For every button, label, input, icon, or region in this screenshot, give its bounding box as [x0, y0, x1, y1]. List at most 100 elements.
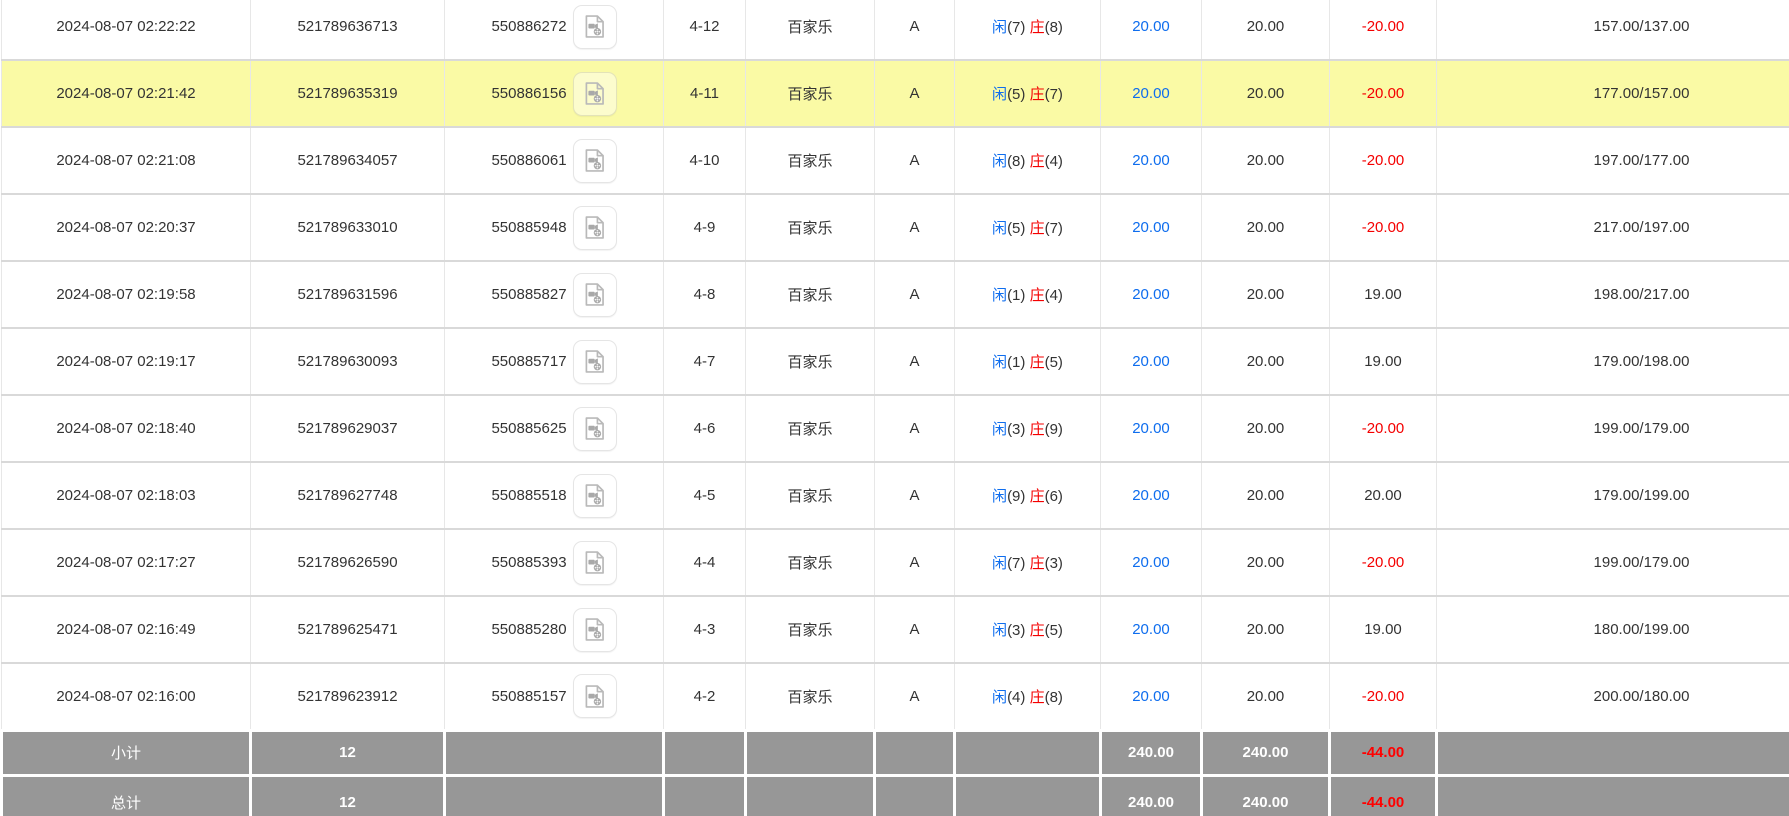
- video-replay-icon[interactable]: [572, 205, 617, 250]
- round-id: 550886156: [491, 85, 567, 102]
- valid-amount: 20.00: [1201, 260, 1330, 329]
- bet-amount-link[interactable]: 20.00: [1100, 595, 1202, 664]
- result-cell: 闲(1) 庄(4): [954, 260, 1101, 329]
- video-replay-icon[interactable]: [572, 406, 617, 451]
- player-points: (1): [1007, 287, 1026, 304]
- game-name: 百家乐: [745, 126, 875, 195]
- video-replay-icon[interactable]: [572, 4, 617, 49]
- banker-points: (7): [1044, 86, 1063, 103]
- table-code: A: [874, 528, 955, 597]
- round-number: 4-11: [663, 59, 746, 128]
- video-replay-icon[interactable]: [572, 272, 617, 317]
- bet-time: 2024-08-07 02:21:42: [1, 59, 251, 128]
- bet-amount-link[interactable]: 20.00: [1100, 260, 1202, 329]
- table-row[interactable]: 2024-08-07 02:20:37 521789633010 5508859…: [1, 193, 1789, 262]
- banker-label: 庄: [1029, 555, 1045, 572]
- subtotal-bet-amount: 240.00: [1099, 728, 1203, 777]
- game-name: 百家乐: [745, 327, 875, 396]
- bet-id: 521789625471: [250, 595, 445, 664]
- banker-label: 庄: [1029, 220, 1045, 237]
- total-win-loss: -44.00: [1328, 773, 1438, 816]
- round-id-cell: 550885948: [444, 193, 664, 262]
- table-row[interactable]: 2024-08-07 02:18:03 521789627748 5508855…: [1, 461, 1789, 530]
- banker-label: 庄: [1029, 86, 1045, 103]
- table-row[interactable]: 2024-08-07 02:21:42 521789635319 5508861…: [1, 59, 1789, 128]
- bet-time: 2024-08-07 02:18:40: [1, 394, 251, 463]
- video-replay-icon[interactable]: [572, 339, 617, 384]
- bet-amount-link[interactable]: 20.00: [1100, 461, 1202, 530]
- table-row[interactable]: 2024-08-07 02:16:00 521789623912 5508851…: [1, 662, 1789, 731]
- table-code: A: [874, 327, 955, 396]
- bet-id: 521789633010: [250, 193, 445, 262]
- player-points: (3): [1007, 421, 1026, 438]
- result-cell: 闲(9) 庄(6): [954, 461, 1101, 530]
- win-loss: 19.00: [1329, 595, 1437, 664]
- table-row[interactable]: 2024-08-07 02:16:49 521789625471 5508852…: [1, 595, 1789, 664]
- balance: 197.00/177.00: [1436, 126, 1789, 195]
- valid-amount: 20.00: [1201, 126, 1330, 195]
- table-row[interactable]: 2024-08-07 02:18:40 521789629037 5508856…: [1, 394, 1789, 463]
- table-row[interactable]: 2024-08-07 02:17:27 521789626590 5508853…: [1, 528, 1789, 597]
- banker-label: 庄: [1029, 354, 1045, 371]
- bet-id: 521789636713: [250, 0, 445, 61]
- player-label: 闲: [992, 688, 1008, 706]
- game-name: 百家乐: [745, 260, 875, 329]
- round-id-cell: 550885717: [444, 327, 664, 396]
- table-row[interactable]: 2024-08-07 02:21:08 521789634057 5508860…: [1, 126, 1789, 195]
- balance: 157.00/137.00: [1436, 0, 1789, 61]
- video-replay-icon[interactable]: [572, 71, 617, 116]
- result-cell: 闲(8) 庄(4): [954, 126, 1101, 195]
- bet-time: 2024-08-07 02:22:22: [1, 0, 251, 61]
- table-code: A: [874, 0, 955, 61]
- valid-amount: 20.00: [1201, 59, 1330, 128]
- table-code: A: [874, 193, 955, 262]
- banker-points: (3): [1044, 555, 1063, 572]
- valid-amount: 20.00: [1201, 193, 1330, 262]
- round-number: 4-8: [663, 260, 746, 329]
- balance: 217.00/197.00: [1436, 193, 1789, 262]
- bet-amount-link[interactable]: 20.00: [1100, 327, 1202, 396]
- round-id: 550885717: [491, 353, 567, 370]
- win-loss: -20.00: [1329, 59, 1437, 128]
- valid-amount: 20.00: [1201, 0, 1330, 61]
- win-loss: -20.00: [1329, 0, 1437, 61]
- win-loss: -20.00: [1329, 662, 1437, 731]
- banker-points: (4): [1044, 153, 1063, 170]
- video-replay-icon[interactable]: [572, 138, 617, 183]
- video-replay-icon[interactable]: [572, 607, 617, 652]
- banker-label: 庄: [1029, 19, 1045, 36]
- round-number: 4-4: [663, 528, 746, 597]
- win-loss: -20.00: [1329, 126, 1437, 195]
- bet-amount-link[interactable]: 20.00: [1100, 528, 1202, 597]
- bet-amount-link[interactable]: 20.00: [1100, 394, 1202, 463]
- bet-amount-link[interactable]: 20.00: [1100, 193, 1202, 262]
- bet-amount-link[interactable]: 20.00: [1100, 662, 1202, 731]
- table-row[interactable]: 2024-08-07 02:22:22 521789636713 5508862…: [1, 0, 1789, 61]
- player-label: 闲: [992, 19, 1008, 36]
- bet-amount-link[interactable]: 20.00: [1100, 126, 1202, 195]
- banker-label: 庄: [1029, 488, 1045, 505]
- bet-amount-link[interactable]: 20.00: [1100, 0, 1202, 61]
- bet-time: 2024-08-07 02:18:03: [1, 461, 251, 530]
- subtotal-valid-amount: 240.00: [1200, 728, 1331, 777]
- result-cell: 闲(5) 庄(7): [954, 193, 1101, 262]
- total-count: 12: [249, 773, 446, 816]
- video-replay-icon[interactable]: [572, 540, 617, 585]
- result-cell: 闲(5) 庄(7): [954, 59, 1101, 128]
- bet-id: 521789634057: [250, 126, 445, 195]
- video-replay-icon[interactable]: [572, 473, 617, 518]
- bet-time: 2024-08-07 02:16:49: [1, 595, 251, 664]
- bet-time: 2024-08-07 02:19:17: [1, 327, 251, 396]
- table-row[interactable]: 2024-08-07 02:19:17 521789630093 5508857…: [1, 327, 1789, 396]
- table-row[interactable]: 2024-08-07 02:19:58 521789631596 5508858…: [1, 260, 1789, 329]
- win-loss: 19.00: [1329, 260, 1437, 329]
- video-replay-icon[interactable]: [572, 674, 617, 719]
- win-loss: 20.00: [1329, 461, 1437, 530]
- game-name: 百家乐: [745, 394, 875, 463]
- game-name: 百家乐: [745, 193, 875, 262]
- bet-amount-link[interactable]: 20.00: [1100, 59, 1202, 128]
- bet-id: 521789635319: [250, 59, 445, 128]
- subtotal-win-loss: -44.00: [1328, 728, 1438, 777]
- round-id: 550885393: [491, 554, 567, 571]
